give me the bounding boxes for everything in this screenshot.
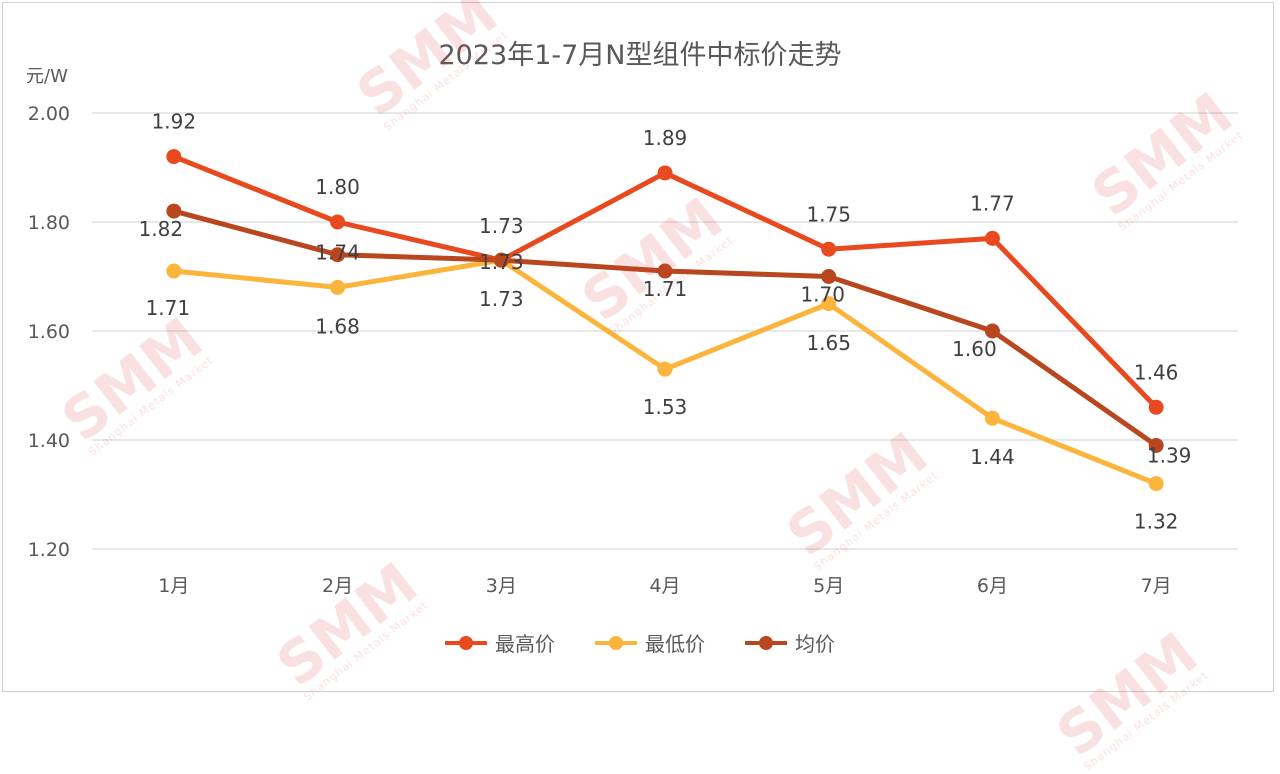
x-tick-label: 1月 <box>158 575 189 597</box>
data-point-avg <box>984 323 1000 339</box>
data-label-max: 1.92 <box>152 110 197 134</box>
data-point-min <box>166 263 182 279</box>
data-point-min <box>821 296 837 312</box>
data-label-avg: 1.73 <box>479 250 524 274</box>
x-tick-label: 3月 <box>486 575 517 597</box>
data-label-max: 1.89 <box>643 126 688 150</box>
data-label-avg: 1.74 <box>315 241 360 265</box>
y-tick-label: 2.00 <box>28 103 70 125</box>
data-label-avg: 1.82 <box>139 217 184 241</box>
y-unit-label: 元/W <box>26 66 68 87</box>
data-point-min <box>1148 476 1164 492</box>
legend-label: 均价 <box>795 632 835 656</box>
data-label-avg: 1.71 <box>643 277 688 301</box>
data-point-avg <box>1148 437 1164 453</box>
chart-frame <box>2 2 1274 692</box>
data-label-min: 1.44 <box>970 445 1015 469</box>
legend-swatch <box>445 635 487 650</box>
data-label-max: 1.73 <box>479 214 524 238</box>
data-point-min <box>330 279 346 295</box>
data-point-max <box>1148 399 1164 415</box>
x-tick-label: 2月 <box>322 575 353 597</box>
data-label-min: 1.53 <box>643 395 688 419</box>
legend-item-min: 最低价 <box>595 628 705 657</box>
data-label-max: 1.46 <box>1134 360 1179 384</box>
line-chart: 1.20 1.40 1.60 1.80 2.00 1月 2月 3月 4月 5月 6月 7月 1.92 1.… <box>28 103 1238 597</box>
chart-legend: 最高价 最低价 均价 <box>0 628 1280 657</box>
y-tick-label: 1.40 <box>28 430 70 452</box>
data-point-avg <box>821 269 837 284</box>
data-point-avg <box>166 203 182 219</box>
x-tick-label: 7月 <box>1141 575 1172 597</box>
data-label-max: 1.75 <box>806 202 851 226</box>
data-point-avg <box>657 263 673 279</box>
y-tick-label: 1.80 <box>28 212 70 234</box>
data-label-min: 1.73 <box>479 287 524 311</box>
y-tick-label: 1.60 <box>28 321 70 343</box>
data-point-max <box>984 230 1000 246</box>
data-label-min: 1.32 <box>1134 510 1179 534</box>
y-tick-label: 1.20 <box>28 539 70 561</box>
x-tick-label: 6月 <box>977 575 1008 597</box>
data-label-min: 1.65 <box>806 331 851 355</box>
legend-item-avg: 均价 <box>745 628 835 657</box>
x-tick-label: 4月 <box>649 575 680 597</box>
data-label-avg: 1.60 <box>952 337 997 361</box>
data-point-max <box>166 149 182 165</box>
data-point-max <box>657 165 673 181</box>
data-point-avg <box>493 252 509 268</box>
legend-item-max: 最高价 <box>445 628 555 657</box>
data-point-max <box>330 214 346 230</box>
data-point-max <box>821 241 837 257</box>
legend-label: 最低价 <box>645 632 705 656</box>
data-label-max: 1.80 <box>315 175 360 199</box>
data-label-min: 1.71 <box>146 296 191 320</box>
legend-label: 最高价 <box>495 632 555 656</box>
data-point-avg <box>330 247 346 263</box>
legend-swatch <box>745 635 787 650</box>
legend-swatch <box>595 635 637 650</box>
x-tick-label: 5月 <box>813 575 844 597</box>
data-label-max: 1.77 <box>970 191 1015 215</box>
data-label-avg: 1.39 <box>1147 443 1192 467</box>
data-label-avg: 1.70 <box>800 283 845 307</box>
data-label-min: 1.68 <box>315 314 360 338</box>
chart-title: 2023年1-7月N型组件中标价走势 <box>438 40 842 71</box>
data-point-min <box>984 410 1000 426</box>
data-point-min <box>657 361 673 377</box>
